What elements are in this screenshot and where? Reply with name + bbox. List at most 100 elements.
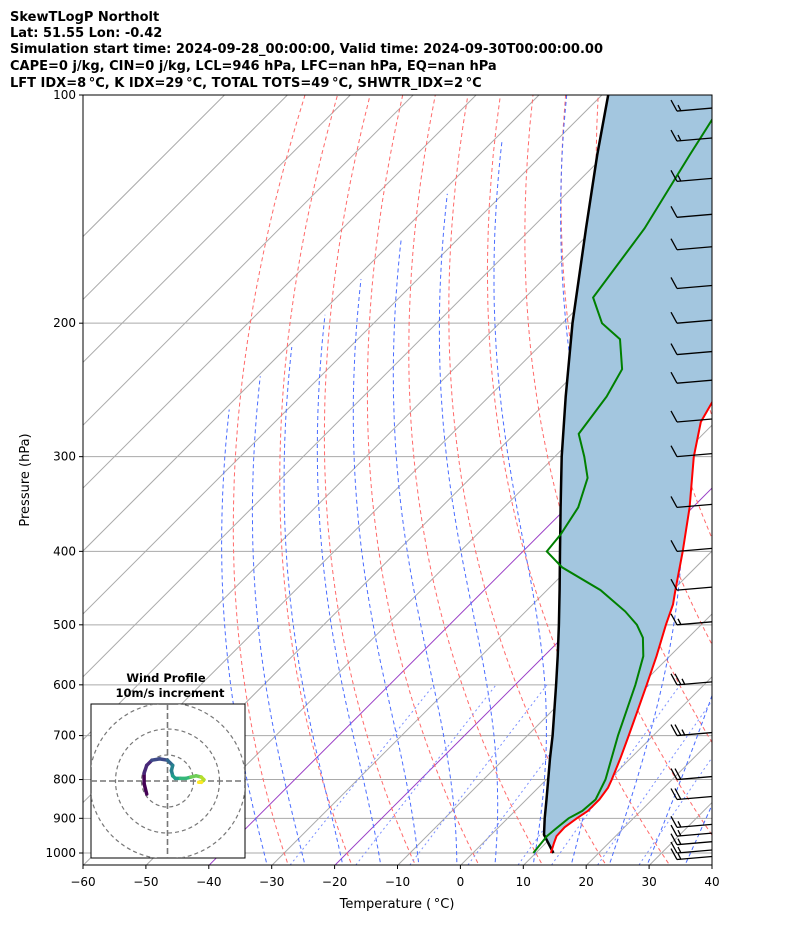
isotherm-line (83, 95, 225, 238)
wind-barb (670, 724, 713, 737)
barb-flag (670, 841, 678, 854)
barb-staff (676, 586, 713, 591)
moist-adiabat-line (352, 279, 420, 865)
wind-barb (670, 540, 713, 553)
dry-adiabat-line (232, 95, 306, 865)
axes: −60 −50 −40 −30 −20 −10 0 10 20 30 40 100 200 300 400 5… (18, 88, 720, 912)
y-tick-label: 400 (53, 544, 76, 558)
instability-shading (544, 95, 712, 853)
isotherm-line (83, 95, 666, 678)
wind-barbs (670, 99, 713, 861)
moist-adiabat-line (438, 193, 499, 865)
y-axis-label: Pressure (hPa) (18, 433, 33, 526)
barb-flag (670, 848, 678, 860)
barb-flag (670, 277, 678, 289)
barb-half-flag (681, 678, 686, 686)
barb-flag (670, 816, 678, 828)
x-axis-label: Temperature ( °C) (339, 897, 455, 912)
x-tick-label: 10 (516, 875, 531, 889)
isotherm-line (271, 424, 712, 865)
y-tick-label: 100 (53, 88, 76, 102)
barb-flag (670, 238, 678, 251)
barb-staff (676, 795, 713, 801)
isotherm-line (83, 95, 351, 364)
isotherm-line (397, 550, 712, 865)
barb-staff (676, 855, 713, 861)
dry-adiabat-line (729, 95, 794, 869)
barb-staff (676, 453, 713, 458)
wind-barb (670, 371, 713, 384)
barb-staff (676, 319, 713, 324)
moist-adiabat-line (283, 346, 344, 865)
barb-flag (670, 724, 678, 736)
barb-flag (674, 788, 682, 800)
barb-staff (676, 418, 713, 423)
dry-adiabat-line (408, 95, 544, 865)
wind-barb (670, 848, 713, 861)
dry-adiabat-line (323, 95, 416, 865)
barb-flag (674, 768, 682, 780)
wind-barb (670, 206, 713, 218)
barb-flag (670, 540, 678, 552)
y-tick-label: 600 (53, 678, 76, 692)
barb-staff (676, 137, 713, 142)
time-line: Simulation start time: 2024-09-28_00:00:… (10, 42, 603, 57)
dry-adiabat-line (279, 95, 353, 865)
barb-staff (676, 177, 713, 183)
location-line: Lat: 51.55 Lon: -0.42 (10, 26, 162, 41)
wind-barb (670, 824, 713, 837)
barb-half-flag (677, 846, 682, 854)
moist-adiabat-line (392, 239, 458, 865)
barb-staff (676, 681, 713, 686)
isotherm-line (771, 95, 794, 869)
wind-barb (670, 170, 713, 183)
x-tick-label: 30 (641, 875, 656, 889)
wind-barb (670, 768, 713, 781)
mixing-ratio-line (289, 684, 435, 865)
wind-barb (670, 410, 713, 423)
barb-flag (670, 410, 678, 423)
barb-flag (670, 824, 678, 837)
x-tick-label: −20 (322, 875, 347, 889)
barb-flag (670, 613, 678, 626)
wind-barb (670, 496, 713, 509)
barb-half-flag (677, 104, 682, 112)
x-tick-label: −30 (259, 875, 284, 889)
dewpoint-line (532, 117, 712, 854)
barb-flag (670, 445, 678, 457)
isotherm-line (83, 95, 288, 301)
wind-barb (670, 238, 713, 251)
barb-flag (670, 129, 678, 142)
barb-staff (676, 107, 713, 112)
barb-flag (674, 724, 682, 736)
barb-staff (676, 379, 713, 384)
wind-barb (670, 343, 713, 356)
wind-barb (670, 99, 713, 112)
y-tick-label: 300 (53, 450, 76, 464)
dry-adiabat-line (448, 95, 607, 865)
moist-adiabat-line (684, 803, 712, 865)
barb-half-flag (677, 134, 682, 142)
isotherm-line (83, 95, 603, 615)
barb-flag (670, 170, 678, 182)
barb-half-flag (677, 175, 682, 182)
inset-title: Wind Profile (126, 671, 206, 685)
mixing-ratio-line (409, 684, 548, 865)
barb-staff (676, 547, 713, 553)
mixing-ratio-line (597, 700, 712, 865)
wind-barb (670, 129, 713, 142)
hodograph-segment (142, 781, 149, 796)
barb-flag (674, 673, 682, 686)
barb-flag (670, 673, 678, 686)
wind-barb (670, 816, 713, 828)
index-line: LFT IDX=8 °C, K IDX=29 °C, TOTAL TOTS=49… (10, 76, 482, 91)
isotherm-line (711, 864, 712, 865)
barb-staff (676, 731, 713, 737)
barb-staff (676, 246, 713, 251)
barb-staff (676, 350, 713, 356)
x-tick-label: −60 (70, 875, 95, 889)
barb-flag (670, 578, 678, 591)
mixing-ratio-line (517, 684, 650, 865)
barb-flag (670, 311, 678, 324)
